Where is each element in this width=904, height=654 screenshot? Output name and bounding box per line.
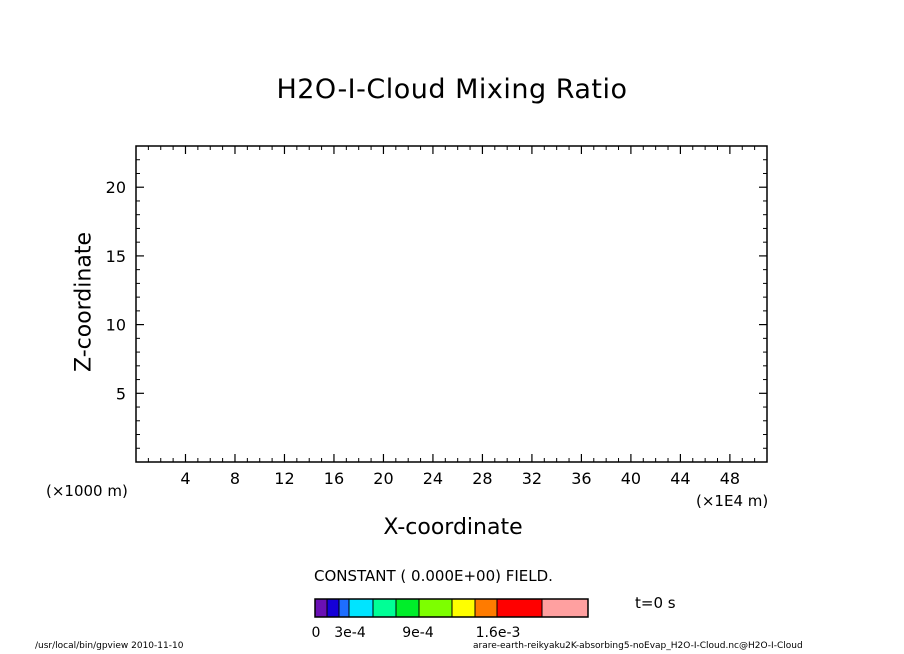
- colorbar-swatch: [326, 598, 340, 618]
- x-tick-label: 4: [180, 469, 190, 488]
- colorbar-swatch: [348, 598, 374, 618]
- colorbar-tick-label: 1.6e-3: [476, 625, 521, 641]
- x-unit-right: (×1E4 m): [696, 492, 769, 510]
- colorbar-tick-label: 3e-4: [334, 625, 366, 641]
- x-tick-label: 32: [522, 469, 542, 488]
- x-tick-label: 24: [423, 469, 443, 488]
- x-tick-label: 8: [230, 469, 240, 488]
- colorbar-frame: [314, 598, 589, 618]
- y-tick-label: 10: [106, 316, 126, 335]
- x-tick-label: 16: [324, 469, 344, 488]
- time-label: t=0 s: [635, 594, 676, 612]
- x-ticks: 4 8 12 16 20 24 28 32 36 40 44 48: [147, 146, 756, 488]
- footer-left: /usr/local/bin/gpview 2010-11-10: [35, 641, 184, 651]
- x-axis-label: X-coordinate: [383, 515, 523, 540]
- x-tick-label: 36: [571, 469, 591, 488]
- colorbar-swatch: [474, 598, 498, 618]
- colorbar-swatch: [314, 598, 328, 618]
- colorbar-swatch: [372, 598, 397, 618]
- colorbar-swatch: [395, 598, 420, 618]
- x-tick-label: 12: [274, 469, 294, 488]
- x-unit-left: (×1000 m): [46, 482, 128, 500]
- colorbar-tick-label: 0: [312, 625, 321, 641]
- colorbar-swatch: [338, 598, 350, 618]
- constant-field-note: CONSTANT ( 0.000E+00) FIELD.: [314, 567, 553, 585]
- colorbar-swatch: [541, 598, 589, 618]
- plot-frame: [135, 145, 768, 463]
- y-tick-label: 5: [116, 384, 126, 403]
- chart-title: H2O-I-Cloud Mixing Ratio: [276, 74, 628, 105]
- x-tick-label: 40: [621, 469, 641, 488]
- x-tick-label: 48: [720, 469, 740, 488]
- y-ticks: 5 10 15 20: [106, 159, 767, 449]
- x-tick-label: 44: [670, 469, 690, 488]
- colorbar-swatch: [418, 598, 453, 618]
- x-tick-label: 20: [373, 469, 393, 488]
- colorbar: 0 3e-4 9e-4 1.6e-3: [312, 598, 589, 641]
- y-tick-label: 20: [106, 178, 126, 197]
- colorbar-swatch: [496, 598, 543, 618]
- colorbar-swatch: [451, 598, 476, 618]
- y-axis-label: Z-coordinate: [71, 232, 97, 372]
- y-tick-label: 15: [106, 247, 126, 266]
- x-tick-label: 28: [472, 469, 492, 488]
- colorbar-tick-label: 9e-4: [402, 625, 434, 641]
- footer-right: arare-earth-reikyaku2K-absorbing5-noEvap…: [473, 641, 803, 651]
